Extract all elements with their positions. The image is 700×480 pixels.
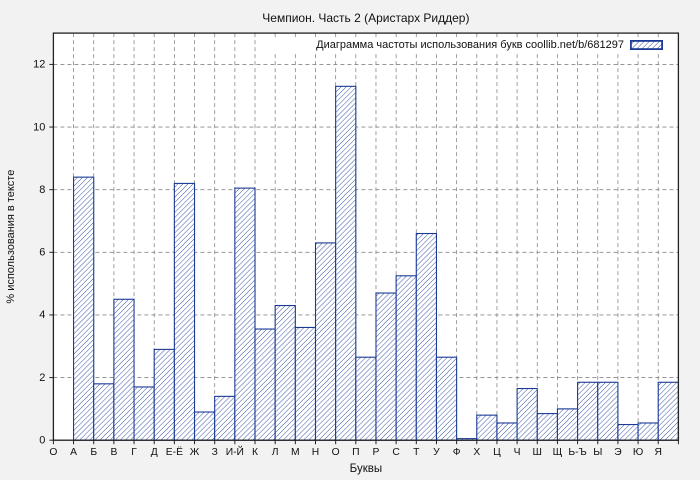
svg-text:0: 0 — [39, 434, 45, 446]
svg-text:% использования в тексте: % использования в тексте — [5, 170, 17, 304]
svg-text:2: 2 — [39, 372, 45, 384]
svg-text:Д: Д — [151, 447, 158, 458]
svg-text:С: С — [392, 447, 400, 458]
svg-text:М: М — [291, 447, 300, 458]
svg-text:Ь-Ъ: Ь-Ъ — [568, 447, 586, 458]
svg-text:Ю: Ю — [633, 447, 643, 458]
svg-text:А: А — [70, 447, 77, 458]
svg-text:Л: Л — [272, 447, 279, 458]
svg-text:Б: Б — [90, 447, 97, 458]
svg-text:8: 8 — [39, 184, 45, 196]
svg-text:Я: Я — [655, 447, 662, 458]
svg-text:4: 4 — [39, 309, 45, 321]
svg-text:У: У — [433, 447, 440, 458]
svg-text:12: 12 — [33, 59, 45, 71]
svg-text:6: 6 — [39, 247, 45, 259]
svg-text:Ж: Ж — [190, 447, 200, 458]
svg-text:Х: Х — [473, 447, 480, 458]
svg-text:Э: Э — [614, 447, 622, 458]
svg-text:Ы: Ы — [593, 447, 602, 458]
svg-text:О: О — [49, 447, 57, 458]
svg-text:Т: Т — [413, 447, 420, 458]
svg-text:Н: Н — [312, 447, 319, 458]
svg-text:К: К — [252, 447, 258, 458]
svg-text:Ч: Ч — [514, 447, 521, 458]
svg-text:З: З — [212, 447, 218, 458]
svg-text:Г: Г — [131, 447, 137, 458]
svg-text:О: О — [332, 447, 340, 458]
svg-text:Ш: Ш — [533, 447, 542, 458]
svg-text:Ц: Ц — [493, 447, 501, 458]
svg-text:Щ: Щ — [553, 447, 563, 458]
svg-text:Е-Ё: Е-Ё — [166, 446, 183, 458]
svg-text:Р: Р — [373, 447, 380, 458]
svg-text:И-Й: И-Й — [226, 445, 244, 458]
svg-text:П: П — [352, 447, 359, 458]
svg-text:Ф: Ф — [453, 447, 461, 458]
svg-text:В: В — [110, 447, 117, 458]
svg-text:10: 10 — [33, 121, 45, 133]
